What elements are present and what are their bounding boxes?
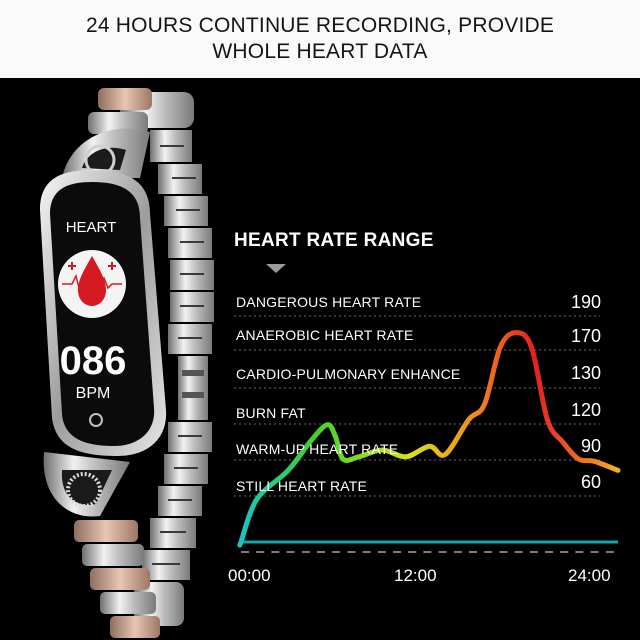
front-band-bottom — [43, 452, 160, 638]
heart-rate-drop-icon — [62, 256, 122, 306]
zone-value: 130 — [570, 363, 601, 383]
zone-label: DANGEROUS HEART RATE — [236, 294, 422, 310]
zone-label: ANAEROBIC HEART RATE — [236, 327, 414, 343]
time-label-end: 24:00 — [568, 566, 611, 585]
heart-rate-reading: 086 — [60, 339, 127, 383]
heart-rate-unit: BPM — [76, 385, 111, 402]
banner-line-1: 24 HOURS CONTINUE RECORDING, PROVIDE — [85, 14, 555, 37]
zone-label: STILL HEART RATE — [236, 478, 368, 494]
zone-value: 120 — [570, 400, 601, 420]
banner-line-2: WHOLE HEART DATA — [212, 40, 428, 63]
zone-value: 90 — [580, 436, 601, 456]
pointer-triangle-icon — [266, 264, 286, 273]
zone-label: BURN FAT — [236, 405, 306, 421]
watch-screen: HEART 086 BPM — [58, 219, 127, 427]
touch-button-icon — [89, 413, 103, 427]
header-banner: 24 HOURS CONTINUE RECORDING, PROVIDE WHO… — [0, 0, 640, 78]
zone-label: WARM-UP HEART RATE — [236, 441, 399, 457]
time-label-start: 00:00 — [228, 566, 271, 585]
zone-label: CARDIO-PULMONARY ENHANCE — [236, 366, 461, 382]
chart-title: HEART RATE RANGE — [234, 230, 434, 251]
zone-value: 190 — [570, 292, 601, 312]
time-label-mid: 12:00 — [394, 566, 437, 585]
zone-value: 60 — [580, 472, 601, 492]
smart-bracelet-illustration: HEART 086 BPM — [40, 88, 214, 638]
back-band — [120, 92, 214, 626]
front-band-top — [62, 88, 152, 178]
smart-bracelet-image: HEART 086 BPM — [0, 78, 230, 640]
heart-rate-series-line — [237, 330, 621, 548]
zone-value: 170 — [570, 326, 601, 346]
watch-screen-title: HEART — [66, 219, 117, 236]
